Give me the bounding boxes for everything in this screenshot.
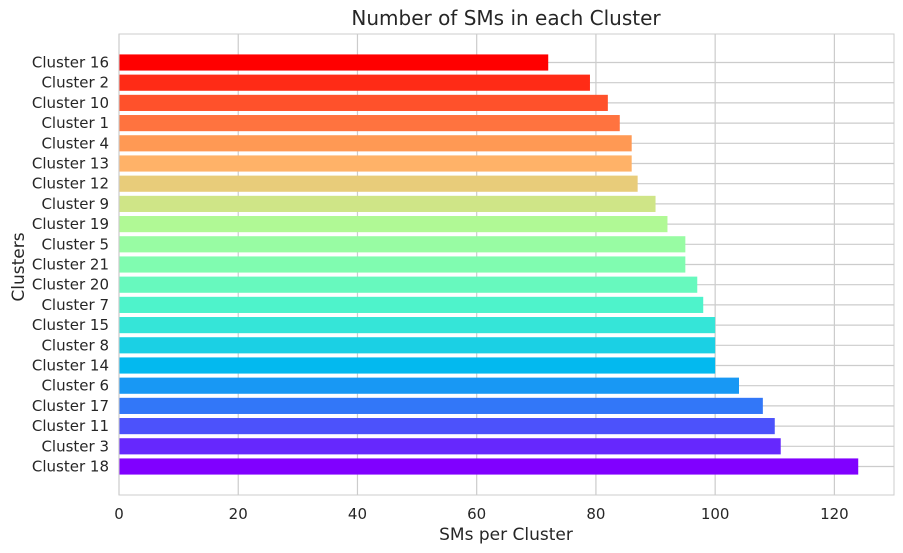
y-tick-label: Cluster 17: [32, 397, 109, 415]
x-tick-label: 40: [348, 505, 367, 523]
bar: [119, 54, 549, 71]
y-tick-label: Cluster 11: [32, 417, 109, 435]
chart-title: Number of SMs in each Cluster: [351, 6, 661, 30]
bar: [119, 216, 668, 233]
y-tick-label: Cluster 18: [32, 458, 109, 476]
y-tick-label: Cluster 21: [32, 256, 109, 274]
bar: [119, 74, 590, 91]
y-axis-title: Clusters: [9, 232, 29, 301]
bar: [119, 276, 698, 293]
x-tick-label: 60: [467, 505, 486, 523]
bar: [119, 115, 620, 132]
y-tick-label: Cluster 15: [32, 316, 109, 334]
bar: [119, 135, 632, 152]
bar: [119, 175, 638, 192]
y-tick-label: Cluster 13: [32, 155, 109, 173]
x-axis-title: SMs per Cluster: [439, 525, 573, 545]
bar: [119, 418, 775, 435]
bar: [119, 397, 763, 414]
y-tick-label: Cluster 6: [41, 377, 109, 395]
plot-frame: [118, 33, 895, 496]
x-tick-label: 100: [701, 505, 730, 523]
bar: [119, 317, 716, 334]
y-tick-label: Cluster 16: [32, 54, 109, 72]
y-tick-label: Cluster 5: [41, 235, 109, 253]
bar: [119, 236, 686, 253]
x-tick-label: 0: [114, 505, 124, 523]
y-tick-label: Cluster 14: [32, 357, 109, 375]
bar: [119, 256, 686, 273]
bar: [119, 195, 656, 212]
bar: [119, 296, 704, 313]
y-tick-label: Cluster 2: [41, 74, 109, 92]
y-tick-label: Cluster 1: [41, 114, 109, 132]
y-tick-label: Cluster 8: [41, 336, 109, 354]
bar: [119, 155, 632, 172]
bar: [119, 337, 716, 354]
y-tick-label: Cluster 4: [41, 134, 109, 152]
y-tick-label: Cluster 7: [41, 296, 109, 314]
y-tick-label: Cluster 10: [32, 94, 109, 112]
y-tick-label: Cluster 20: [32, 276, 109, 294]
y-tick-label: Cluster 12: [32, 175, 109, 193]
y-tick-label: Cluster 3: [41, 437, 109, 455]
x-tick-label: 120: [820, 505, 849, 523]
bar: [119, 458, 859, 475]
x-tick-labels: 0 20 40 60 80 100 120: [114, 505, 848, 523]
x-tick-label: 80: [586, 505, 605, 523]
x-tick-label: 20: [229, 505, 248, 523]
y-tick-label: Cluster 19: [32, 215, 109, 233]
bar: [119, 377, 739, 394]
bar: [119, 357, 716, 374]
bars: [119, 54, 859, 475]
bar: [119, 94, 608, 111]
bar: [119, 438, 781, 455]
y-tick-labels: Cluster 16 Cluster 2 Cluster 10 Cluster 1 Cl…: [32, 54, 109, 476]
y-tick-label: Cluster 9: [41, 195, 109, 213]
